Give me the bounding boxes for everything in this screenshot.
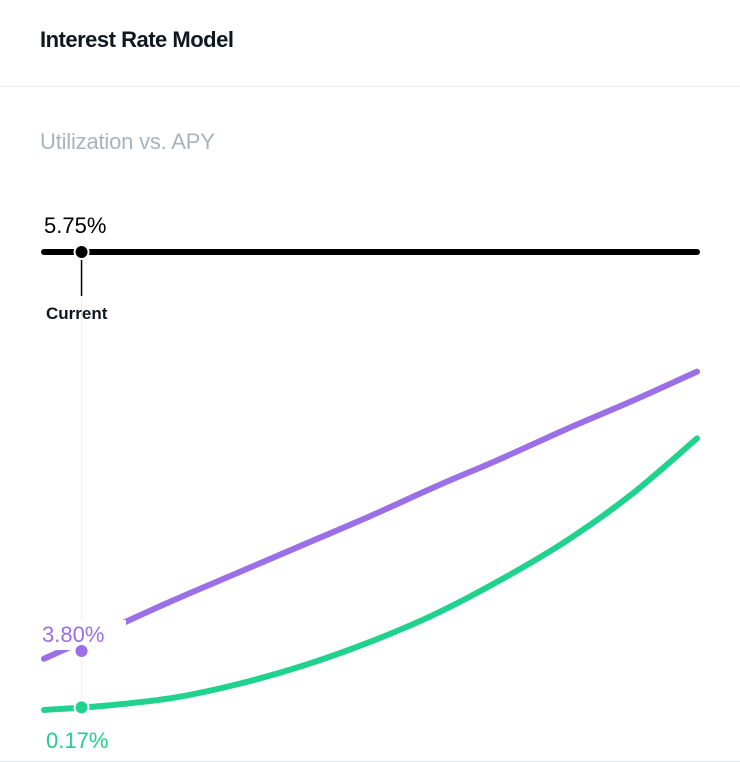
chart-title: Utilization vs. APY — [40, 129, 215, 154]
borrow-current-point — [73, 643, 90, 660]
card-title: Interest Rate Model — [40, 27, 234, 52]
supply-current-point — [73, 699, 90, 716]
series-line-borrow — [41, 368, 700, 662]
card-header: Interest Rate Model — [0, 0, 740, 87]
utilization-handle[interactable] — [73, 244, 90, 260]
current-label: Current — [46, 304, 108, 323]
series-line-supply — [41, 435, 700, 713]
supply-apy-label: 0.17% — [46, 728, 108, 753]
utilization-value-label: 5.75% — [44, 213, 106, 238]
borrow-apy-label: 3.80% — [42, 622, 104, 647]
